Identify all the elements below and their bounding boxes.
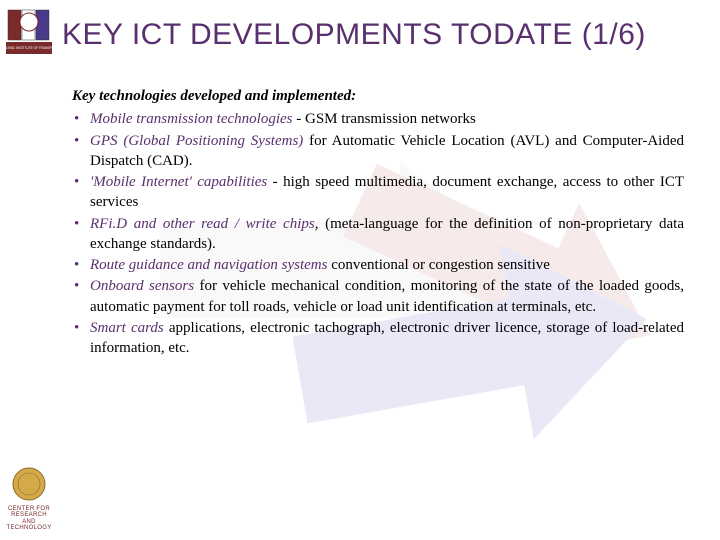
bullet-item: RFi.D and other read / write chips, (met… bbox=[72, 214, 684, 255]
slide-title: KEY ICT DEVELOPMENTS TODATE (1/6) bbox=[62, 18, 646, 52]
bullet-item: Route guidance and navigation systems co… bbox=[72, 255, 684, 275]
top-logo: HELLENIC INSTITUTE OF TRANSPORT bbox=[6, 8, 52, 54]
bullet-rest: conventional or congestion sensitive bbox=[327, 257, 549, 273]
bullet-highlight: Onboard sensors bbox=[90, 278, 194, 294]
bottom-logo: CENTER FOR RESEARCH AND TECHNOLOGY bbox=[4, 466, 54, 532]
content-area: Key technologies developed and implement… bbox=[72, 86, 684, 359]
bullet-rest: applications, electronic tachograph, ele… bbox=[90, 320, 684, 356]
bottom-logo-text: CENTER FOR RESEARCH AND TECHNOLOGY bbox=[4, 506, 54, 532]
bullet-highlight: 'Mobile Internet' capabilities bbox=[90, 174, 267, 190]
bullet-item: Mobile transmission technologies - GSM t… bbox=[72, 109, 684, 129]
bullet-highlight: Route guidance and navigation systems bbox=[90, 257, 327, 273]
lead-text: Key technologies developed and implement… bbox=[72, 86, 684, 106]
bullet-list: Mobile transmission technologies - GSM t… bbox=[72, 109, 684, 358]
bullet-item: Smart cards applications, electronic tac… bbox=[72, 318, 684, 359]
svg-text:HELLENIC INSTITUTE OF TRANSPOR: HELLENIC INSTITUTE OF TRANSPORT bbox=[6, 46, 52, 50]
bullet-item: GPS (Global Positioning Systems) for Aut… bbox=[72, 131, 684, 172]
bullet-highlight: Mobile transmission technologies bbox=[90, 111, 293, 127]
bullet-item: 'Mobile Internet' capabilities - high sp… bbox=[72, 172, 684, 213]
bullet-highlight: GPS (Global Positioning Systems) bbox=[90, 133, 303, 149]
bullet-highlight: RFi.D and other read / write chips bbox=[90, 216, 315, 232]
bullet-item: Onboard sensors for vehicle mechanical c… bbox=[72, 276, 684, 317]
bullet-highlight: Smart cards bbox=[90, 320, 164, 336]
bullet-rest: - GSM transmission networks bbox=[293, 111, 476, 127]
